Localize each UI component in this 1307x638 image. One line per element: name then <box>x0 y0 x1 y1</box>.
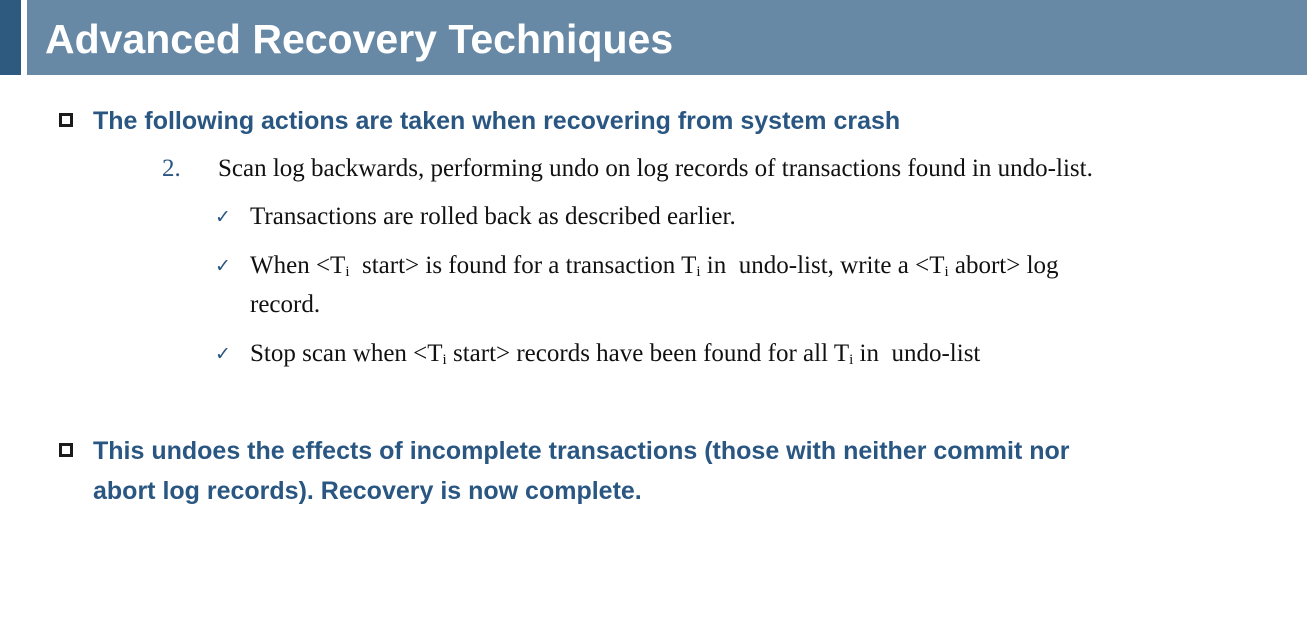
step-number: 2. <box>162 155 181 182</box>
checkmark-icon: ✓ <box>215 255 231 277</box>
bullet-2-line-2: abort log records). Recovery is now comp… <box>93 477 642 505</box>
header-title-bar <box>27 0 1307 75</box>
checkmark-icon: ✓ <box>215 206 231 228</box>
header-accent-bar <box>0 0 21 75</box>
slide-title: Advanced Recovery Techniques <box>45 16 674 62</box>
check-2-line-2: record. <box>250 291 321 318</box>
square-bullet-icon <box>59 113 73 127</box>
check-1-text: Transactions are rolled back as describe… <box>250 203 736 230</box>
check-2-line-1: When <Ti start> is found for a transacti… <box>250 252 1059 280</box>
square-bullet-icon <box>59 443 73 457</box>
check-3-text: Stop scan when <Ti start> records have b… <box>250 340 981 368</box>
bullet-2-line-1: This undoes the effects of incomplete tr… <box>93 437 1070 465</box>
slide-header: Advanced Recovery Techniques <box>0 0 1307 75</box>
bullet-1-text: The following actions are taken when rec… <box>93 107 901 135</box>
checkmark-icon: ✓ <box>215 343 231 365</box>
step-text: Scan log backwards, performing undo on l… <box>218 155 1093 182</box>
